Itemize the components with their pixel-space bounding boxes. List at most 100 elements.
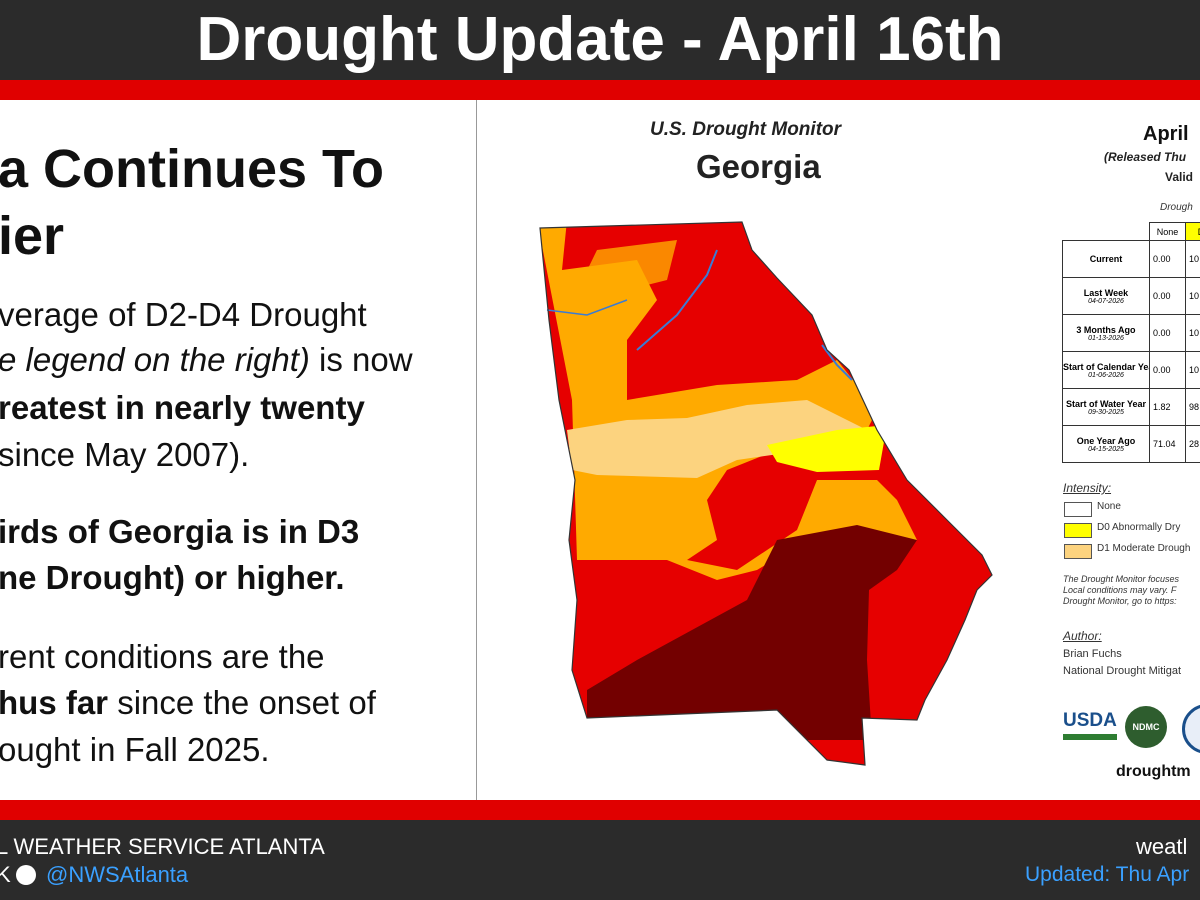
divider xyxy=(476,100,477,800)
header-title: Drought Update - April 16th xyxy=(196,5,1004,74)
row-title: Start of Water Year xyxy=(1065,398,1146,409)
note-line: Local conditions may vary. F xyxy=(1063,585,1177,595)
legend-swatch xyxy=(1064,544,1092,559)
legend-label: D0 Abnormally Dry xyxy=(1097,522,1181,533)
header-bar xyxy=(0,0,1200,80)
note-line: Drought Monitor, go to https: xyxy=(1063,596,1177,606)
red-stripe xyxy=(0,80,1200,100)
header-cell: D0 xyxy=(1184,222,1200,241)
table-row: Last Week 04-07-2026 0.00 10 xyxy=(1062,277,1200,315)
row-date: 09-30-2025 xyxy=(1088,408,1124,416)
value-cell: 98 xyxy=(1184,388,1200,426)
text-run: since May 2007). xyxy=(0,436,250,473)
legend-swatch xyxy=(1064,523,1092,538)
body-line: ne Drought) or higher. xyxy=(0,559,344,597)
corner-cell xyxy=(1063,223,1150,241)
map-source: U.S. Drought Monitor xyxy=(650,119,842,140)
map-state: Georgia xyxy=(696,148,821,185)
river xyxy=(821,344,853,381)
heading: ier xyxy=(0,206,65,266)
row-date: 01-13-2026 xyxy=(1088,334,1124,342)
released: (Released Thu xyxy=(1104,150,1187,164)
usda-logo: USDA xyxy=(1063,710,1117,740)
ndmc-logo: NDMC xyxy=(1125,706,1167,748)
body-line: e legend on the right) is now xyxy=(0,341,413,379)
value-cell: 0.00 xyxy=(1148,277,1186,315)
map-panel xyxy=(539,221,993,766)
valid: Valid xyxy=(1165,170,1194,184)
d1-band xyxy=(567,400,867,478)
row-title: Current xyxy=(1089,254,1123,264)
author-title: Author: xyxy=(1063,629,1102,643)
legend-swatch xyxy=(1064,502,1092,517)
row-label: 3 Months Ago 01-13-2026 xyxy=(1062,314,1150,352)
red-stripe xyxy=(0,800,1200,820)
text-run: reatest in nearly twenty xyxy=(0,389,365,426)
value-cell: 0.00 xyxy=(1148,240,1186,278)
text-run: is now xyxy=(309,341,413,378)
table-row: Start of Calendar Year 01-06-2026 0.00 10 xyxy=(1062,351,1200,389)
value-cell: 71.04 xyxy=(1148,425,1186,463)
row-title: One Year Ago xyxy=(1076,435,1136,446)
text-run: hus far xyxy=(0,684,109,721)
footer-site[interactable]: weatl xyxy=(1136,834,1188,859)
body-line: reatest in nearly twenty xyxy=(0,389,365,427)
body-line: since May 2007). xyxy=(0,436,249,474)
legend-label: None xyxy=(1097,501,1121,512)
table-row: Start of Water Year 09-30-2025 1.82 98 xyxy=(1062,388,1200,426)
river xyxy=(636,249,718,351)
heading: a Continues To xyxy=(0,139,384,199)
row-label: One Year Ago 04-15-2025 xyxy=(1062,425,1150,463)
row-title: Last Week xyxy=(1083,287,1129,298)
text-run: ought in Fall 2025. xyxy=(0,731,270,768)
row-date: 04-15-2025 xyxy=(1088,445,1124,453)
intensity-title: Intensity: xyxy=(1063,481,1112,495)
table-row: One Year Ago 04-15-2025 71.04 28 xyxy=(1062,425,1200,463)
footer-bar xyxy=(0,820,1200,900)
value-cell: 0.00 xyxy=(1148,351,1186,389)
footer-updated: Updated: Thu Apr xyxy=(1025,863,1190,886)
author-name: Brian Fuchs xyxy=(1063,648,1122,660)
facebook-icon[interactable] xyxy=(16,865,36,885)
body-line: ought in Fall 2025. xyxy=(0,731,270,769)
text-run: rent conditions are the xyxy=(0,638,325,675)
river xyxy=(546,299,628,316)
text-run: e legend on the right) xyxy=(0,341,310,378)
body-line: rent conditions are the xyxy=(0,638,325,676)
value-cell: 28 xyxy=(1184,425,1200,463)
footer-social-prefix: K xyxy=(0,862,11,887)
header-cell: None xyxy=(1148,222,1186,241)
site-link: droughtm xyxy=(1116,763,1191,780)
footer-office: L WEATHER SERVICE ATLANTA xyxy=(0,834,325,859)
row-label: Start of Water Year 09-30-2025 xyxy=(1062,388,1150,426)
text-run: ne Drought) or higher. xyxy=(0,559,345,596)
table-row: 3 Months Ago 01-13-2026 0.00 10 xyxy=(1062,314,1200,352)
author-org: National Drought Mitigat xyxy=(1063,665,1182,677)
value-cell: 1.82 xyxy=(1148,388,1186,426)
table-caption: Drough xyxy=(1160,202,1193,213)
text-run: irds of Georgia is in D3 xyxy=(0,513,360,550)
footer-handle[interactable]: @NWSAtlanta xyxy=(46,862,189,887)
legend-label: D1 Moderate Drough xyxy=(1097,543,1191,554)
value-cell: 10 xyxy=(1184,277,1200,315)
row-label: Last Week 04-07-2026 xyxy=(1062,277,1150,315)
text-run: since the onset of xyxy=(108,684,376,721)
row-label: Current xyxy=(1062,240,1150,278)
row-date: 01-06-2026 xyxy=(1088,371,1124,379)
map-date: April xyxy=(1143,123,1189,145)
note-line: The Drought Monitor focuses xyxy=(1063,574,1180,584)
body-line: verage of D2-D4 Drought xyxy=(0,296,367,334)
value-cell: 10 xyxy=(1184,240,1200,278)
value-cell: 10 xyxy=(1184,351,1200,389)
row-label: Start of Calendar Year 01-06-2026 xyxy=(1062,351,1150,389)
state-outline xyxy=(539,221,993,766)
body-line: hus far since the onset of xyxy=(0,684,376,722)
value-cell: 0.00 xyxy=(1148,314,1186,352)
body-line: irds of Georgia is in D3 xyxy=(0,513,359,551)
row-date: 04-07-2026 xyxy=(1088,297,1124,305)
d0-patch xyxy=(767,425,887,472)
value-cell: 10 xyxy=(1184,314,1200,352)
